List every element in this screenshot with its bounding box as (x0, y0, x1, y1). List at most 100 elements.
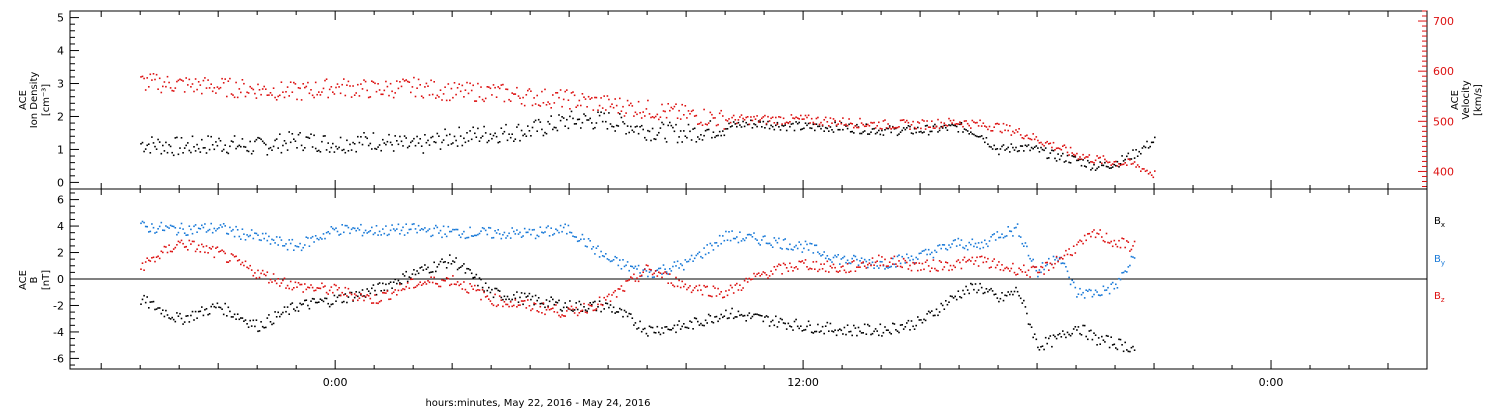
bottom-data-point (644, 327, 646, 330)
top-data-point (1079, 156, 1081, 158)
top-data-point (355, 92, 357, 94)
top-data-point (268, 94, 270, 96)
bottom-data-point (762, 320, 765, 323)
top-data-point (1136, 155, 1139, 157)
top-data-point (929, 130, 931, 133)
bottom-data-point (678, 279, 680, 282)
bottom-data-point (433, 227, 435, 230)
bottom-data-point (513, 294, 515, 296)
bottom-data-point (921, 321, 924, 324)
top-data-point (545, 104, 548, 106)
top-data-point (193, 146, 195, 148)
top-data-point (977, 136, 980, 138)
bottom-data-point (247, 267, 250, 270)
bottom-data-point (1099, 294, 1101, 297)
bottom-data-point (1060, 256, 1063, 259)
bottom-data-point (154, 260, 156, 263)
top-data-point (687, 110, 690, 112)
bottom-data-point (344, 224, 347, 227)
bottom-data-point (817, 323, 819, 326)
bottom-data-point (637, 327, 640, 329)
bottom-data-point (332, 291, 334, 294)
bottom-data-point (1126, 271, 1128, 273)
bottom-panel-points (140, 220, 1136, 353)
bottom-data-point (456, 281, 459, 283)
top-data-point (592, 109, 595, 111)
top-data-point (302, 149, 304, 152)
top-data-point (313, 134, 315, 137)
bottom-data-point (1032, 265, 1034, 268)
bottom-data-point (909, 259, 911, 262)
bottom-data-point (1002, 299, 1005, 302)
bottom-data-point (1026, 312, 1028, 315)
top-data-point (767, 120, 769, 123)
bottom-data-point (990, 266, 992, 268)
bottom-data-point (274, 242, 276, 244)
top-data-point (347, 150, 350, 152)
top-data-point (300, 144, 303, 147)
bottom-data-point (492, 304, 495, 307)
top-data-point (332, 91, 334, 93)
top-data-point (803, 118, 805, 120)
top-data-point (587, 95, 590, 98)
top-data-point (154, 145, 156, 148)
bottom-data-point (1033, 333, 1036, 335)
bottom-data-point (1105, 232, 1108, 235)
top-data-point (701, 124, 704, 126)
bottom-data-point (740, 313, 743, 316)
bottom-data-point (1110, 336, 1112, 338)
bottom-data-point (633, 267, 635, 269)
top-data-point (1072, 155, 1075, 158)
top-data-point (463, 96, 465, 98)
bottom-data-point (392, 281, 395, 283)
bottom-data-point (567, 307, 570, 309)
top-data-point (1063, 161, 1066, 163)
bottom-data-point (695, 317, 698, 320)
top-data-point (229, 77, 231, 80)
bottom-data-point (511, 298, 513, 301)
top-data-point (681, 141, 683, 143)
bottom-data-point (506, 295, 509, 298)
top-data-point (988, 125, 991, 128)
bottom-data-point (999, 297, 1002, 300)
top-data-point (406, 80, 409, 83)
bottom-data-point (653, 272, 655, 275)
bottom-data-point (600, 250, 602, 253)
bottom-data-point (913, 328, 916, 330)
top-data-point (828, 130, 830, 132)
bottom-data-point (698, 324, 701, 326)
bottom-data-point (815, 244, 818, 247)
top-data-point (522, 96, 524, 99)
bottom-data-point (1122, 271, 1125, 274)
bottom-data-point (319, 298, 322, 300)
top-data-point (442, 93, 445, 95)
bottom-data-point (171, 316, 173, 319)
bottom-data-point (940, 261, 942, 263)
top-data-point (257, 83, 259, 86)
bottom-data-point (937, 314, 939, 317)
bottom-data-point (503, 295, 506, 298)
bottom-data-point (679, 286, 682, 289)
bottom-data-point (185, 245, 187, 248)
top-data-point (232, 94, 234, 96)
bottom-data-point (438, 232, 440, 234)
top-data-point (817, 116, 819, 119)
top-data-point (689, 113, 691, 115)
bottom-data-point (739, 284, 741, 286)
bottom-data-point (190, 314, 192, 317)
bottom-data-point (210, 305, 212, 308)
bottom-data-point (659, 272, 662, 274)
bottom-data-point (293, 287, 295, 289)
top-data-point (531, 104, 534, 107)
bottom-data-point (603, 296, 605, 299)
top-data-point (1124, 162, 1126, 164)
top-data-point (305, 136, 308, 138)
bottom-data-point (562, 226, 565, 229)
bottom-data-point (238, 259, 241, 261)
bottom-data-point (829, 265, 832, 267)
top-data-point (806, 124, 808, 127)
top-data-point (199, 151, 202, 153)
top-data-point (1130, 163, 1133, 165)
top-data-point (550, 107, 552, 109)
bottom-data-point (1023, 245, 1025, 247)
